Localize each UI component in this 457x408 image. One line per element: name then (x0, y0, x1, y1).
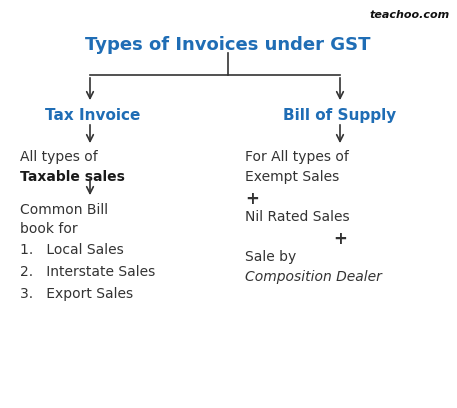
Text: Tax Invoice: Tax Invoice (45, 108, 140, 123)
Text: 1.   Local Sales: 1. Local Sales (20, 243, 124, 257)
Text: Exempt Sales: Exempt Sales (245, 170, 339, 184)
Text: book for: book for (20, 222, 78, 236)
Text: Sale by: Sale by (245, 250, 296, 264)
Text: Types of Invoices under GST: Types of Invoices under GST (85, 36, 371, 54)
Text: +: + (333, 230, 347, 248)
Text: +: + (245, 190, 259, 208)
Text: All types of: All types of (20, 150, 98, 164)
Text: 3.   Export Sales: 3. Export Sales (20, 287, 133, 301)
Text: Common Bill: Common Bill (20, 203, 108, 217)
Text: Taxable sales: Taxable sales (20, 170, 125, 184)
Text: 2.   Interstate Sales: 2. Interstate Sales (20, 265, 155, 279)
Text: Nil Rated Sales: Nil Rated Sales (245, 210, 350, 224)
Text: For All types of: For All types of (245, 150, 349, 164)
Text: teachoo.com: teachoo.com (370, 10, 450, 20)
Text: Bill of Supply: Bill of Supply (283, 108, 397, 123)
Text: Composition Dealer: Composition Dealer (245, 270, 382, 284)
